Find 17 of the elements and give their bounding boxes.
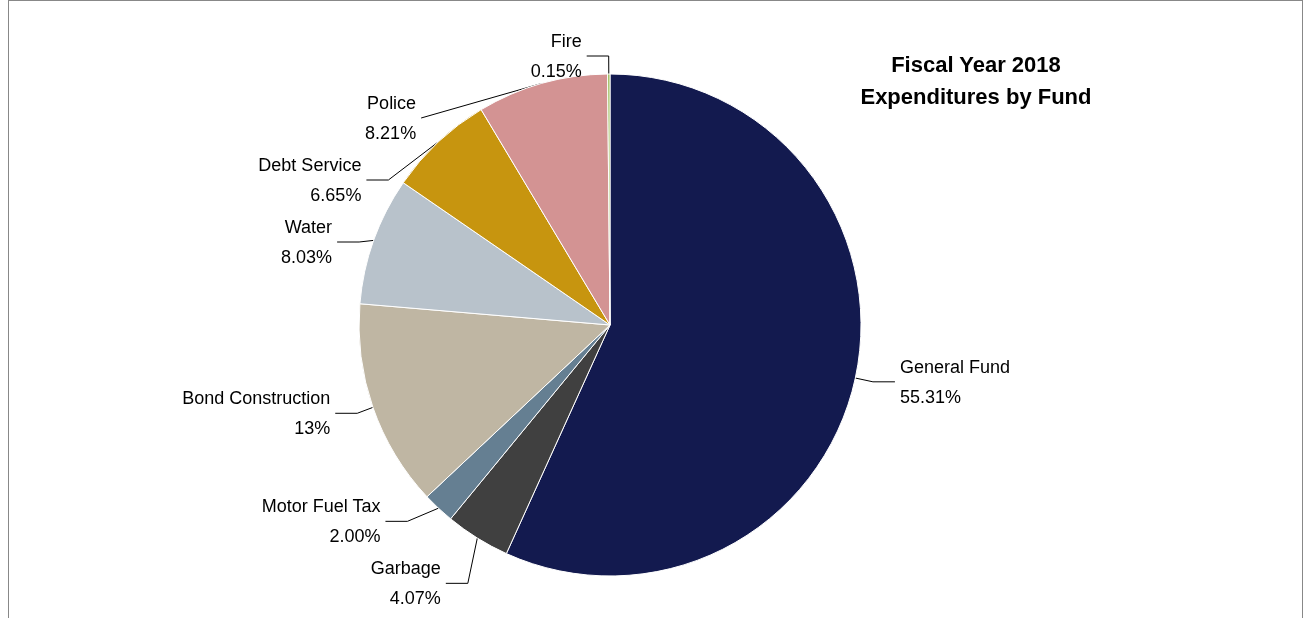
text: Fiscal Year 2018 Expenditures by Fund xyxy=(860,51,1092,109)
slice-label: Garbage xyxy=(370,558,441,579)
slice-label: Debt Service xyxy=(258,155,362,175)
data-label: 8.21% xyxy=(365,123,417,143)
data-label: 8.03% xyxy=(281,247,333,267)
slice-label: Police xyxy=(367,93,417,113)
data-label: 4.07% xyxy=(389,588,441,609)
slice-label: General Fund xyxy=(899,356,1011,377)
data-label: 13% xyxy=(294,418,331,439)
slice-label: Water xyxy=(284,217,333,237)
slice-label: Motor Fuel Tax xyxy=(261,496,381,517)
data-label: 0.15% xyxy=(530,61,582,81)
slice-label: Bond Construction xyxy=(182,388,331,409)
data-label: 55.31% xyxy=(899,386,961,407)
data-label: 2.00% xyxy=(329,526,381,547)
data-label: 6.65% xyxy=(310,185,362,205)
slice-label: Fire xyxy=(550,31,582,51)
